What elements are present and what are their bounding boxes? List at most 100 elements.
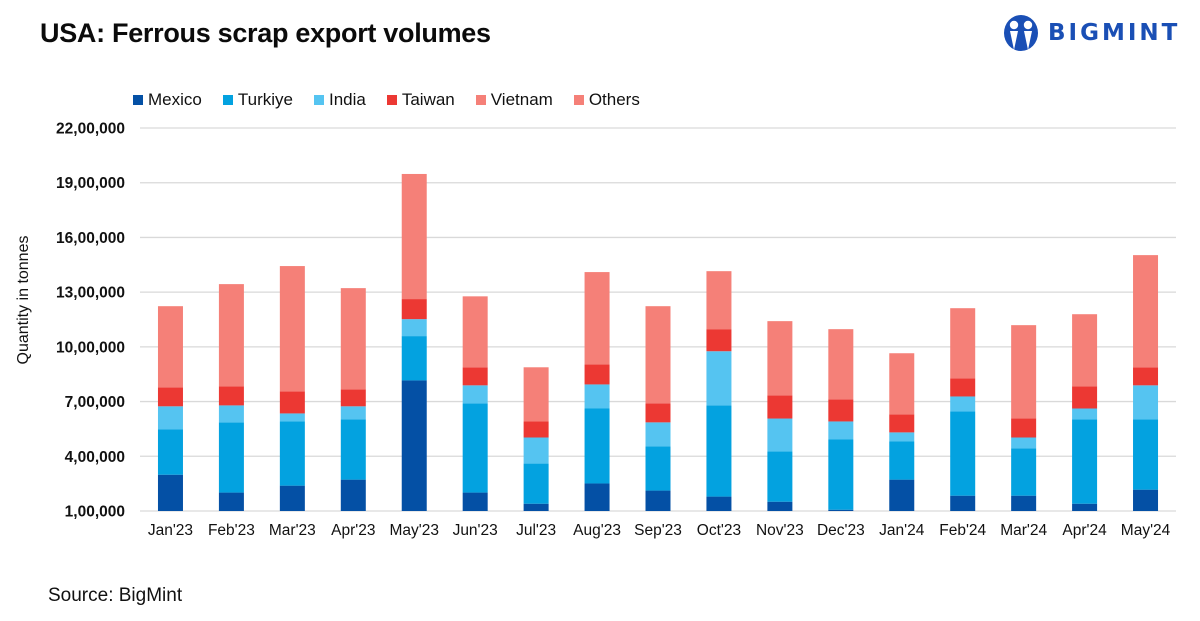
brand-logo: BIGMINT xyxy=(1003,14,1180,52)
bar-segment-mexico xyxy=(828,509,854,511)
x-tick-label: Jan'23 xyxy=(148,522,193,539)
bar-segment-others xyxy=(218,284,244,387)
bar-segment-turkiye xyxy=(340,419,366,480)
bar-segment-others xyxy=(889,353,915,415)
bar-segment-taiwan xyxy=(828,399,854,422)
bar-segment-turkiye xyxy=(1072,419,1098,504)
bar-segment-taiwan xyxy=(157,387,183,407)
legend-item-others: Others xyxy=(573,90,640,110)
x-tick-label: May'24 xyxy=(1121,522,1171,539)
bar-segment-mexico xyxy=(218,492,244,511)
bar-segment-others xyxy=(645,306,671,404)
legend-label: Others xyxy=(588,90,640,109)
x-tick-label: Jun'23 xyxy=(453,522,498,539)
source-note: Source: BigMint xyxy=(48,585,183,606)
bar-segment-mexico xyxy=(1072,503,1098,511)
bar-segment-mexico xyxy=(401,380,427,511)
bar-segment-india xyxy=(157,406,183,430)
bar-segment-others xyxy=(706,271,732,330)
bar-segment-turkiye xyxy=(523,463,549,504)
bar-segment-mexico xyxy=(157,474,183,511)
bar-segment-taiwan xyxy=(950,378,976,397)
bar-segment-india xyxy=(462,385,488,404)
bar-segment-mexico xyxy=(340,479,366,511)
x-tick-label: Sep'23 xyxy=(634,522,682,539)
bar-segment-taiwan xyxy=(645,403,671,423)
bar-segment-turkiye xyxy=(279,421,305,486)
bar-segment-taiwan xyxy=(706,329,732,352)
bar-segment-india xyxy=(645,422,671,447)
bar-segment-india xyxy=(401,319,427,337)
chart-legend: Mexico Turkiye India Taiwan Vietnam Others xyxy=(133,90,661,110)
bar-segment-others xyxy=(1133,255,1159,368)
bar-segment-turkiye xyxy=(157,429,183,475)
bar-segment-india xyxy=(828,421,854,440)
bar-segment-mexico xyxy=(706,496,732,511)
bar-segment-india xyxy=(706,351,732,406)
bar-segment-turkiye xyxy=(828,439,854,510)
bar-segment-turkiye xyxy=(218,422,244,493)
legend-label: India xyxy=(328,90,366,109)
bar-segment-taiwan xyxy=(340,389,366,407)
legend-swatch-others xyxy=(573,95,584,105)
x-tick-label: Aug'23 xyxy=(573,522,621,539)
y-tick-label: 16,00,000 xyxy=(56,230,125,247)
bar-segment-turkiye xyxy=(645,446,671,491)
bar-segment-india xyxy=(1133,385,1159,420)
y-tick-label: 7,00,000 xyxy=(65,394,125,411)
bar-segment-taiwan xyxy=(279,391,305,414)
bar-segment-others xyxy=(584,272,610,365)
bar-segment-others xyxy=(462,296,488,368)
bar-segment-india xyxy=(1072,408,1098,420)
bar-segment-turkiye xyxy=(1011,448,1037,496)
bar-segment-mexico xyxy=(279,485,305,511)
chart-title: USA: Ferrous scrap export volumes xyxy=(40,18,491,48)
legend-label: Mexico xyxy=(148,90,202,109)
legend-item-taiwan: Taiwan xyxy=(386,90,455,110)
legend-item-mexico: Mexico xyxy=(133,90,202,110)
x-tick-label: Dec'23 xyxy=(817,522,865,539)
legend-item-india: India xyxy=(313,90,366,110)
x-tick-label: Apr'24 xyxy=(1062,522,1107,539)
bigmint-logo-icon xyxy=(1004,15,1038,51)
bar-segment-india xyxy=(584,384,610,409)
x-tick-label: Apr'23 xyxy=(331,522,375,539)
legend-item-vietnam: Vietnam xyxy=(475,90,553,110)
x-tick-label: Feb'24 xyxy=(939,522,986,539)
bar-segment-mexico xyxy=(767,501,793,511)
y-tick-label: 19,00,000 xyxy=(56,175,125,192)
x-tick-label: Oct'23 xyxy=(697,522,741,539)
bar-segment-turkiye xyxy=(767,451,793,502)
bar-segment-others xyxy=(1072,314,1098,387)
legend-swatch-mexico xyxy=(133,95,143,105)
bar-segment-others xyxy=(1011,325,1037,419)
bar-segment-others xyxy=(401,173,427,300)
y-tick-label: 10,00,000 xyxy=(56,339,125,356)
bar-segment-mexico xyxy=(950,495,976,511)
brand-name: BIGMINT xyxy=(1048,20,1181,46)
bar-segment-turkiye xyxy=(584,408,610,484)
bar-segment-india xyxy=(340,406,366,420)
bar-segment-mexico xyxy=(889,479,915,511)
bar-segment-others xyxy=(279,266,305,392)
y-axis-label: Quantity in tonnes xyxy=(15,236,32,365)
bar-segment-turkiye xyxy=(889,441,915,480)
bar-segment-india xyxy=(523,437,549,464)
x-tick-label: Jan'24 xyxy=(879,522,925,539)
bar-segment-taiwan xyxy=(889,414,915,433)
bar-segment-turkiye xyxy=(1133,419,1159,490)
bar-segment-others xyxy=(950,308,976,379)
bar-segment-mexico xyxy=(1011,495,1037,511)
bar-segment-turkiye xyxy=(462,403,488,493)
bar-segment-taiwan xyxy=(767,395,793,419)
bar-segment-taiwan xyxy=(218,386,244,406)
legend-label: Vietnam xyxy=(490,90,553,109)
bar-segment-india xyxy=(767,418,793,452)
bar-segment-mexico xyxy=(645,490,671,511)
bar-segment-taiwan xyxy=(523,421,549,438)
x-tick-label: Nov'23 xyxy=(756,522,804,539)
y-tick-label: 1,00,000 xyxy=(65,504,125,521)
bar-segment-taiwan xyxy=(1011,418,1037,438)
legend-swatch-vietnam xyxy=(475,95,486,105)
